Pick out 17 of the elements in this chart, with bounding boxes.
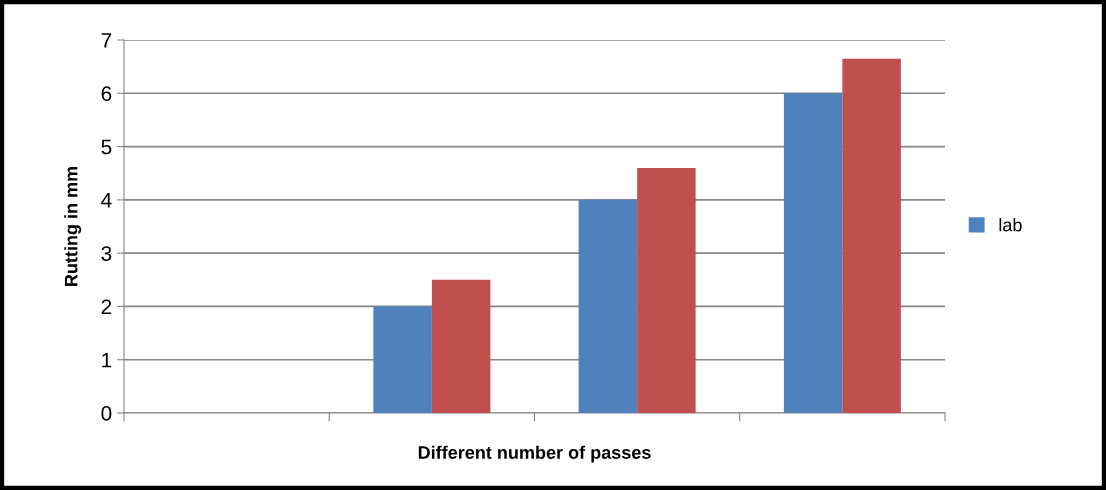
bar <box>578 199 638 413</box>
y-tick-label: 5 <box>101 139 112 155</box>
bar <box>783 93 843 413</box>
bar <box>431 279 491 413</box>
bar <box>637 167 696 413</box>
x-axis-title: Different number of passes <box>418 445 651 463</box>
legend-label: lab <box>999 218 1022 232</box>
bar <box>842 58 901 413</box>
bar <box>373 306 432 413</box>
y-tick-label: 2 <box>101 299 112 314</box>
y-tick-label: 3 <box>101 246 112 261</box>
y-tick-label: 0 <box>101 406 112 421</box>
y-axis-title: Rutting in mm <box>64 166 82 286</box>
y-tick-label: 4 <box>101 193 112 208</box>
y-tick-label: 6 <box>101 86 112 102</box>
y-tick-label: 7 <box>101 33 112 48</box>
y-tick-label: 1 <box>102 352 112 368</box>
